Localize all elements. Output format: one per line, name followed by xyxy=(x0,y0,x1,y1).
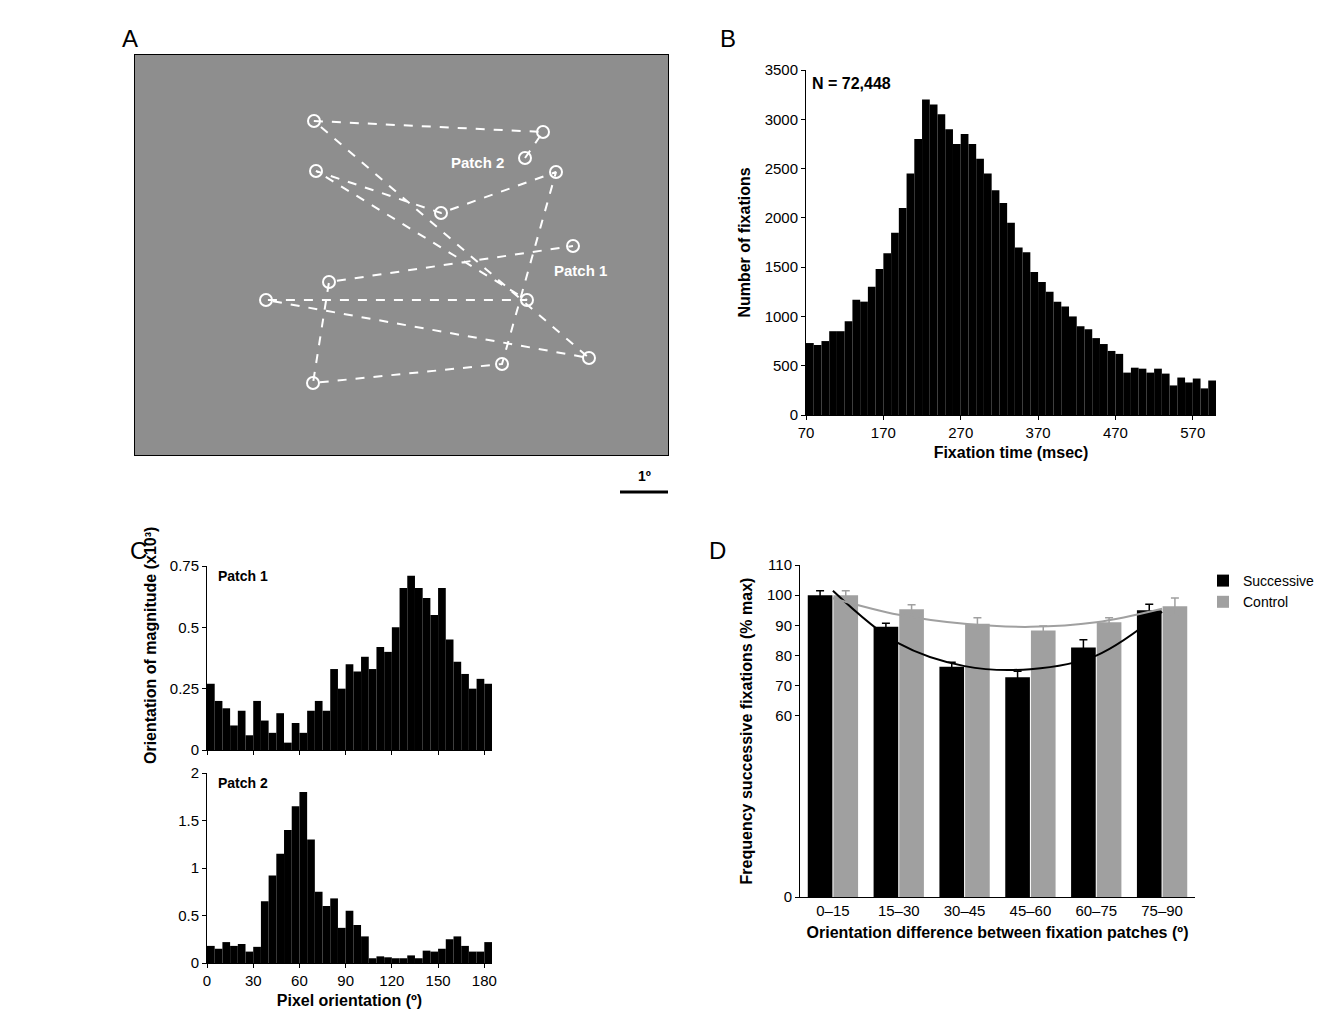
svg-text:1500: 1500 xyxy=(765,258,798,275)
svg-text:2000: 2000 xyxy=(765,209,798,226)
svg-text:70: 70 xyxy=(775,677,792,694)
svg-text:D: D xyxy=(709,537,726,564)
svg-text:Patch 2: Patch 2 xyxy=(451,154,504,171)
svg-text:0: 0 xyxy=(784,888,792,905)
svg-text:Orientation difference between: Orientation difference between fixation … xyxy=(807,924,1189,941)
svg-text:150: 150 xyxy=(426,972,451,989)
svg-text:45–60: 45–60 xyxy=(1010,902,1052,919)
svg-text:1.5: 1.5 xyxy=(178,812,199,829)
svg-text:370: 370 xyxy=(1026,424,1051,441)
svg-text:3000: 3000 xyxy=(765,111,798,128)
svg-text:3500: 3500 xyxy=(765,61,798,78)
svg-text:Number of fixations: Number of fixations xyxy=(736,167,753,317)
svg-text:90: 90 xyxy=(337,972,354,989)
svg-text:70: 70 xyxy=(798,424,815,441)
svg-text:Fixation time (msec): Fixation time (msec) xyxy=(934,444,1089,461)
svg-text:1000: 1000 xyxy=(765,308,798,325)
svg-text:0.25: 0.25 xyxy=(170,680,199,697)
svg-text:270: 270 xyxy=(948,424,973,441)
svg-text:80: 80 xyxy=(775,647,792,664)
svg-text:Pixel orientation (º): Pixel orientation (º) xyxy=(277,992,422,1009)
svg-text:0: 0 xyxy=(203,972,211,989)
svg-text:B: B xyxy=(720,25,736,52)
svg-text:0.75: 0.75 xyxy=(170,557,199,574)
svg-text:N = 72,448: N = 72,448 xyxy=(812,75,891,92)
svg-text:30–45: 30–45 xyxy=(944,902,986,919)
svg-text:Orientation of magnitude (x10³: Orientation of magnitude (x10³) xyxy=(142,527,159,764)
svg-text:2: 2 xyxy=(191,764,199,781)
svg-text:120: 120 xyxy=(379,972,404,989)
svg-text:2500: 2500 xyxy=(765,160,798,177)
svg-text:60: 60 xyxy=(775,707,792,724)
svg-text:500: 500 xyxy=(773,357,798,374)
svg-text:Control: Control xyxy=(1243,594,1288,610)
svg-text:30: 30 xyxy=(245,972,262,989)
svg-text:Successive: Successive xyxy=(1243,573,1314,589)
svg-text:0.5: 0.5 xyxy=(178,619,199,636)
svg-text:1º: 1º xyxy=(638,468,651,484)
svg-text:A: A xyxy=(122,25,138,52)
svg-text:Frequency successive fixations: Frequency successive fixations (% max) xyxy=(738,578,755,885)
svg-text:0: 0 xyxy=(191,954,199,971)
svg-text:1: 1 xyxy=(191,859,199,876)
svg-text:0: 0 xyxy=(790,406,798,423)
svg-text:180: 180 xyxy=(472,972,497,989)
svg-text:90: 90 xyxy=(775,617,792,634)
svg-text:110: 110 xyxy=(768,556,792,573)
svg-text:60: 60 xyxy=(291,972,308,989)
svg-text:Patch 1: Patch 1 xyxy=(218,568,268,584)
svg-text:0: 0 xyxy=(191,741,199,758)
svg-text:15–30: 15–30 xyxy=(878,902,920,919)
svg-text:570: 570 xyxy=(1180,424,1205,441)
svg-text:470: 470 xyxy=(1103,424,1128,441)
svg-text:0–15: 0–15 xyxy=(816,902,849,919)
svg-text:100: 100 xyxy=(767,586,792,603)
svg-text:60–75: 60–75 xyxy=(1075,902,1117,919)
svg-text:C: C xyxy=(130,537,147,564)
svg-text:170: 170 xyxy=(871,424,896,441)
svg-text:Patch 1: Patch 1 xyxy=(554,262,607,279)
svg-text:75–90: 75–90 xyxy=(1141,902,1183,919)
svg-text:Patch 2: Patch 2 xyxy=(218,775,268,791)
svg-text:0.5: 0.5 xyxy=(178,907,199,924)
